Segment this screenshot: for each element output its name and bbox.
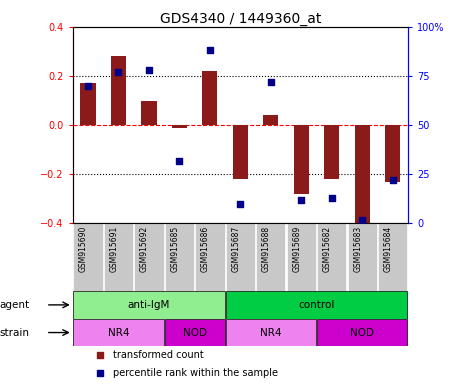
Point [114,69,122,75]
Bar [111,56,126,125]
Point [358,217,366,223]
Text: GSM915687: GSM915687 [231,225,240,272]
Bar [195,223,225,291]
Bar [104,223,133,291]
Bar [317,223,347,291]
Text: NOD: NOD [350,328,374,338]
Text: strain: strain [0,328,29,338]
Bar [226,291,408,319]
Bar [165,319,225,346]
Bar [294,125,309,194]
Point [84,83,92,89]
Bar [73,223,103,291]
Bar [134,223,164,291]
Text: GSM915683: GSM915683 [353,225,362,272]
Point [96,370,103,376]
Point [145,67,153,73]
Text: control: control [298,300,335,310]
Bar [165,223,194,291]
Bar [317,319,408,346]
Point [389,177,396,183]
Bar [233,125,248,179]
Bar [348,223,377,291]
Bar [73,319,164,346]
Bar [287,223,316,291]
Bar [263,115,279,125]
Text: GSM915689: GSM915689 [292,225,301,272]
Point [206,47,213,53]
Text: NR4: NR4 [108,328,129,338]
Bar [80,83,96,125]
Text: GSM915692: GSM915692 [140,225,149,272]
Bar [226,319,316,346]
Text: percentile rank within the sample: percentile rank within the sample [113,368,278,378]
Point [96,352,103,358]
Text: GSM915685: GSM915685 [170,225,179,272]
Bar [385,125,401,182]
Text: GSM915688: GSM915688 [262,225,271,271]
Text: GSM915690: GSM915690 [79,225,88,272]
Bar [73,291,225,319]
Bar [202,71,218,125]
Text: GSM915684: GSM915684 [384,225,393,272]
Text: GSM915691: GSM915691 [109,225,118,272]
Bar [378,223,408,291]
Point [236,201,244,207]
Text: agent: agent [0,300,29,310]
Bar [324,125,340,179]
Text: NR4: NR4 [260,328,281,338]
Bar [226,223,255,291]
Point [297,197,305,203]
Bar [355,125,370,223]
Text: anti-IgM: anti-IgM [128,300,170,310]
Point [267,79,274,85]
Text: NOD: NOD [182,328,207,338]
Bar [172,125,187,127]
Text: GSM915682: GSM915682 [323,225,332,271]
Title: GDS4340 / 1449360_at: GDS4340 / 1449360_at [159,12,321,26]
Bar [256,223,286,291]
Text: GSM915686: GSM915686 [201,225,210,272]
Point [328,195,335,201]
Text: transformed count: transformed count [113,350,204,360]
Bar [141,101,157,125]
Point [175,157,183,164]
